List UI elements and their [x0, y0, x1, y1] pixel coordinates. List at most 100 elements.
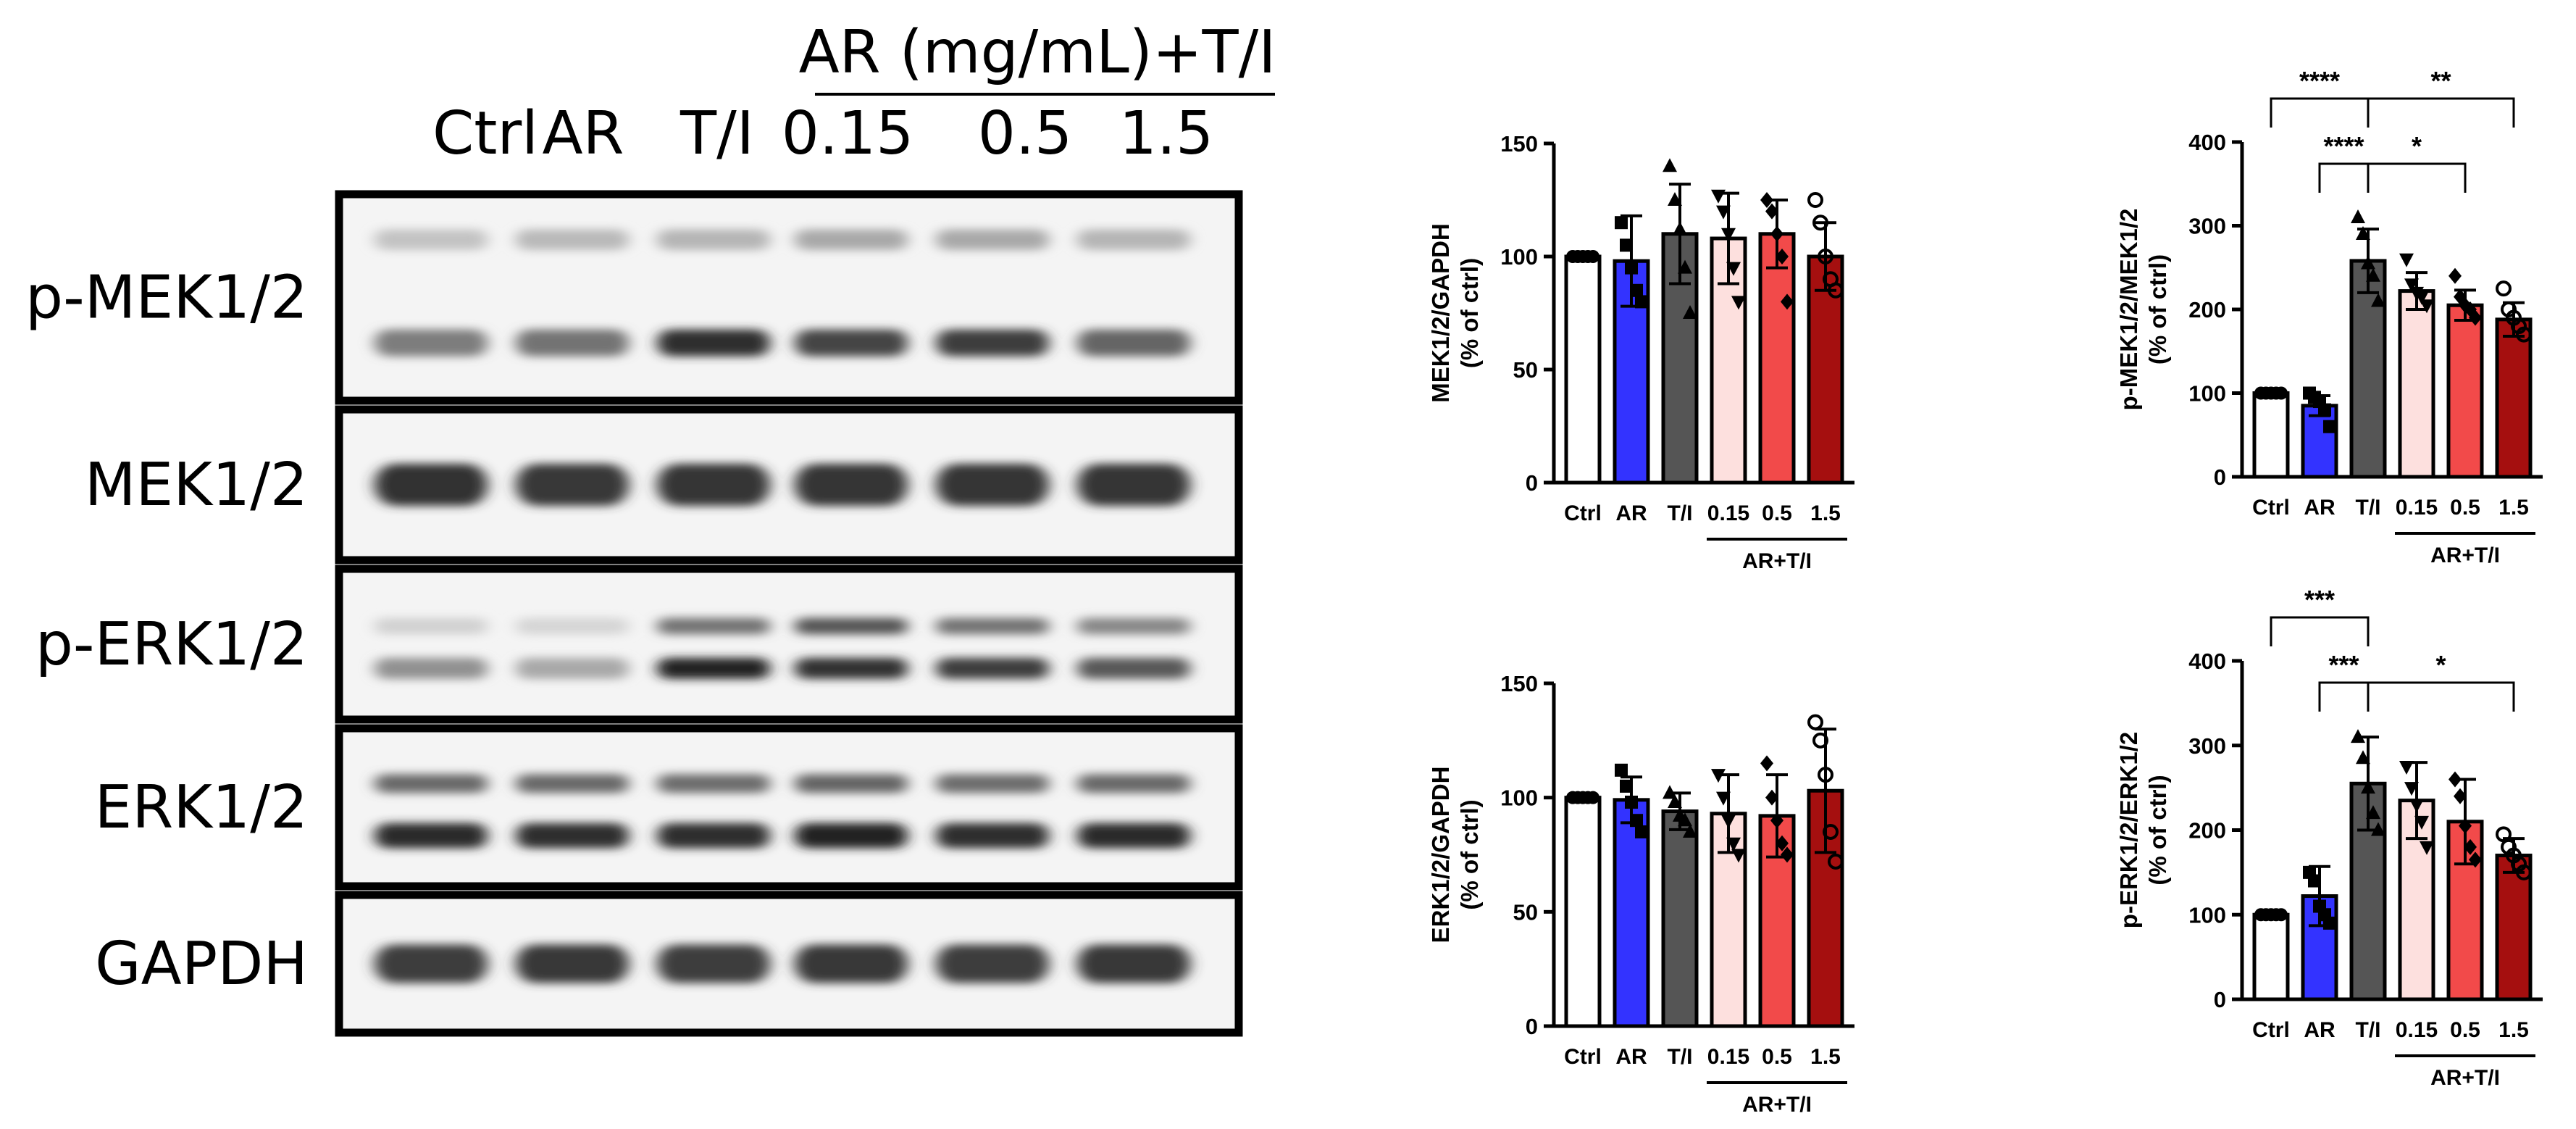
data-point	[2361, 255, 2375, 270]
blot-frame	[335, 724, 1243, 891]
y-tick-label: 200	[2188, 297, 2226, 322]
bar-chart: 0 50 100 150 MEK1/2/GAPDH(% of ctrl) Ctrl AR T/…	[1427, 131, 1854, 573]
x-tick-label: 0.15	[2396, 1018, 2438, 1042]
data-point	[1828, 282, 1844, 299]
data-point	[2356, 750, 2370, 765]
bar	[2495, 854, 2533, 1001]
y-tick-label: 300	[2188, 733, 2226, 759]
data-point	[2404, 278, 2419, 293]
blot-band	[657, 463, 770, 507]
y-tick-label: 150	[1500, 131, 1538, 157]
blot-band	[1077, 944, 1190, 983]
bar	[1661, 809, 1699, 1028]
bar-chart: 0 100 200 300 400 p-ERK1/2/ERK1/2(% of ctrl) C…	[2115, 585, 2543, 1090]
bar	[1564, 796, 1602, 1028]
y-tick-label: 0	[2214, 987, 2226, 1012]
x-tick-label: 0.15	[2396, 496, 2438, 520]
bar-chart: 0 50 100 150 ERK1/2/GAPDH(% of ctrl) Ctrl AR T/…	[1427, 671, 1854, 1117]
blot-row-label: p-MEK1/2	[25, 264, 308, 333]
data-point	[2449, 267, 2462, 284]
data-point	[2399, 253, 2414, 267]
blot-band	[936, 774, 1049, 793]
blot-frame	[335, 190, 1243, 405]
data-point	[1731, 849, 1746, 863]
blot-row-label: p-ERK1/2	[35, 610, 308, 679]
lane-label: 1.5	[1119, 99, 1213, 168]
data-point	[1726, 262, 1741, 276]
x-tick-label: 0.5	[2450, 496, 2480, 520]
blot-band	[795, 617, 908, 635]
bar	[2252, 391, 2290, 479]
y-tick-label: 300	[2188, 214, 2226, 239]
significance-label: ***	[2328, 650, 2359, 680]
y-axis-label: p-ERK1/2/ERK1/2(% of ctrl)	[2115, 732, 2171, 928]
data-point	[1812, 214, 1828, 231]
y-axis-label: ERK1/2/GAPDH(% of ctrl)	[1427, 767, 1483, 943]
data-point	[1721, 228, 1736, 242]
x-tick-label: 0.5	[1762, 501, 1792, 525]
data-point	[2469, 309, 2482, 326]
blot-band	[375, 229, 488, 250]
data-point	[1818, 767, 1833, 783]
data-point	[2516, 864, 2532, 880]
data-point	[1678, 812, 1692, 827]
blot-band	[936, 657, 1049, 679]
data-point	[2366, 267, 2380, 282]
bar	[1564, 254, 1602, 485]
data-point	[2420, 841, 2434, 855]
bar	[2398, 289, 2435, 479]
x-tick-label: AR	[2304, 496, 2335, 520]
blot-band	[795, 229, 908, 250]
x-tick-label: Ctrl	[1564, 501, 1602, 525]
group-label: AR+T/I	[1742, 1093, 1812, 1117]
significance-label: ****	[2323, 131, 2364, 161]
data-point	[2496, 826, 2512, 843]
blot-band	[936, 463, 1049, 507]
blot-band	[516, 617, 629, 635]
significance-label: ***	[2304, 585, 2335, 615]
y-tick-label: 150	[1500, 671, 1538, 696]
data-point	[1781, 293, 1794, 310]
data-point	[1678, 259, 1692, 274]
data-point	[1683, 823, 1697, 838]
significance-bracket	[2318, 162, 2370, 193]
data-point	[1818, 249, 1833, 264]
blot-band	[657, 617, 770, 635]
significance-bracket	[2270, 97, 2370, 128]
y-tick-label: 100	[2188, 381, 2226, 407]
data-point	[2459, 817, 2472, 834]
data-point	[2454, 788, 2467, 804]
blot-band	[657, 229, 770, 250]
blot-band	[795, 463, 908, 507]
data-point	[2323, 916, 2336, 930]
significance-bracket	[2367, 97, 2515, 128]
x-tick-label: Ctrl	[1564, 1045, 1602, 1069]
blot-band	[936, 329, 1049, 357]
data-point	[1828, 853, 1844, 870]
blot-strip	[335, 405, 1243, 564]
x-tick-label: 0.5	[2450, 1018, 2480, 1042]
data-point	[1625, 261, 1638, 275]
blot-band	[516, 657, 629, 679]
data-point	[1683, 305, 1697, 319]
group-label: AR+T/I	[1742, 549, 1812, 573]
significance-label: ****	[2299, 66, 2340, 96]
data-point	[1711, 769, 1726, 783]
y-tick-label: 0	[1526, 470, 1538, 496]
data-point	[1731, 296, 1746, 310]
data-point	[2308, 874, 2321, 888]
data-point	[1635, 295, 1648, 309]
data-point	[1823, 823, 1839, 840]
blot-band	[516, 822, 629, 849]
data-point	[2361, 780, 2375, 794]
y-tick-label: 400	[2188, 130, 2226, 155]
blot-band	[657, 944, 770, 983]
blot-band	[1077, 329, 1190, 357]
bar	[2252, 912, 2290, 1001]
lane-label: T/I	[679, 99, 754, 168]
data-point	[1716, 791, 1731, 806]
significance-bracket	[2270, 616, 2370, 646]
x-tick-label: Ctrl	[2252, 1018, 2290, 1042]
blot-band	[1077, 617, 1190, 635]
